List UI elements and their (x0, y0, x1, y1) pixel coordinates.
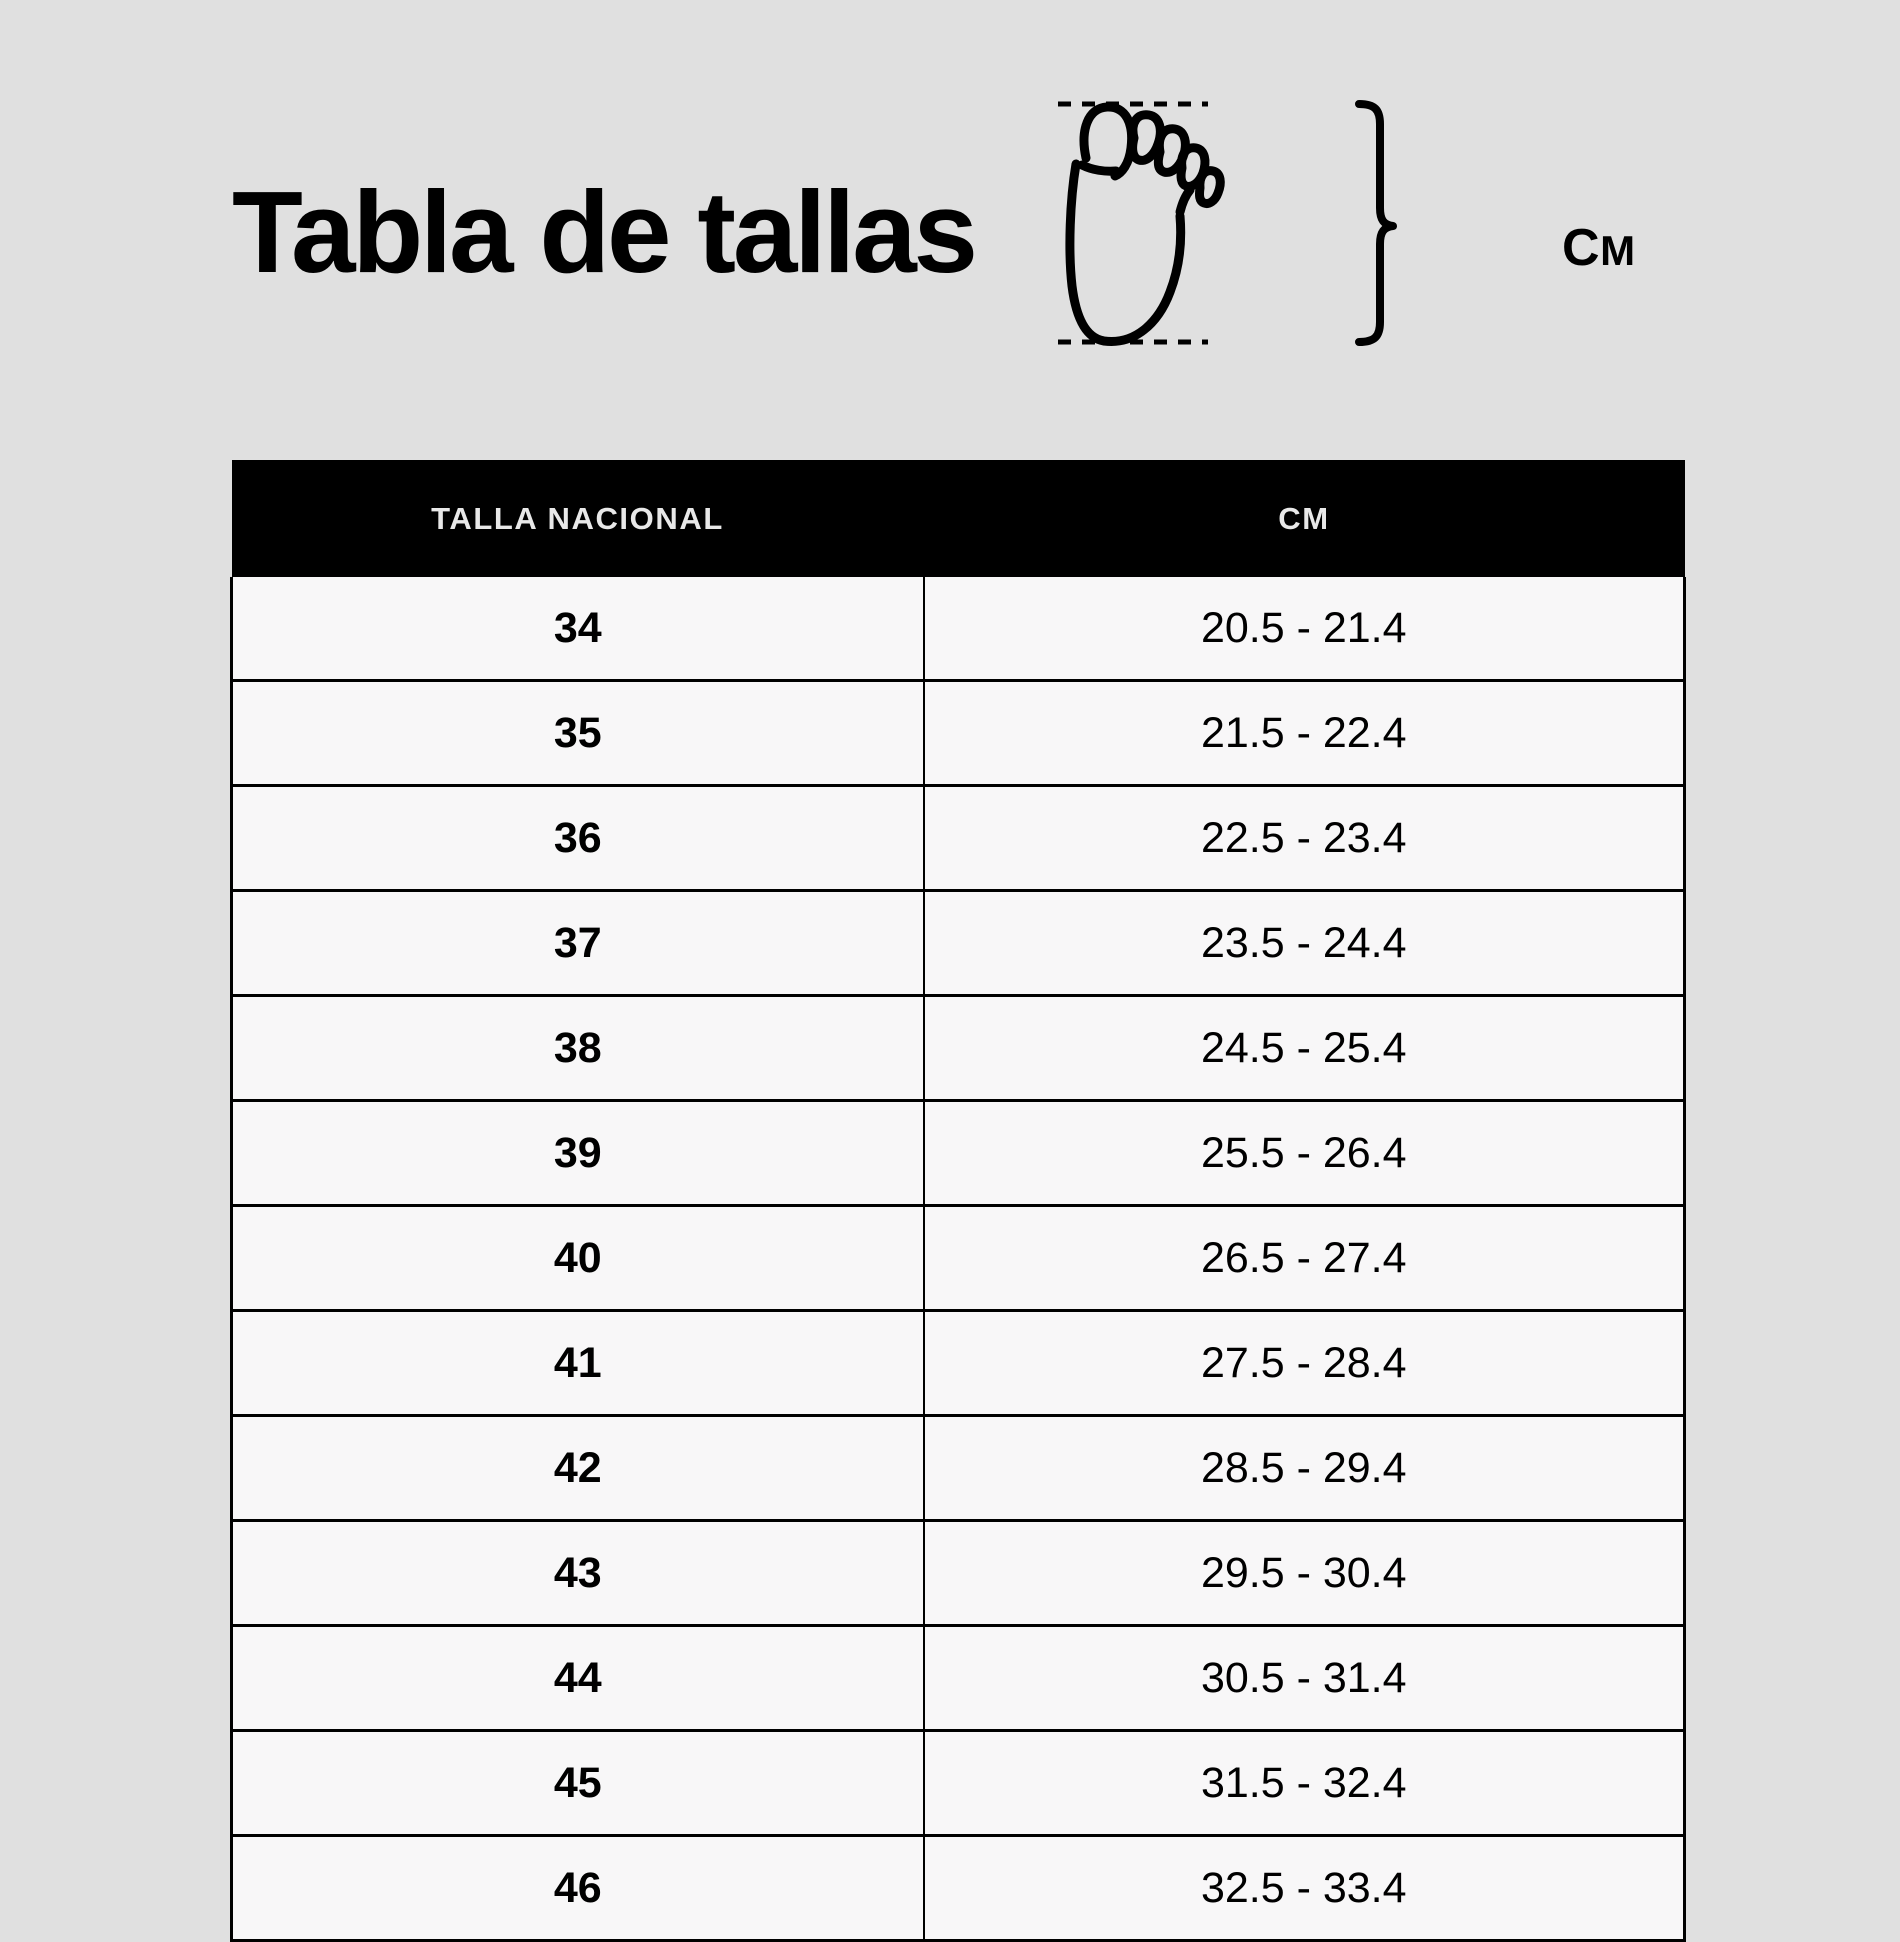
table-row: 39 25.5 - 26.4 (230, 1099, 1686, 1207)
cell-cm-range: 20.5 - 21.4 (922, 577, 1686, 682)
cell-cm-range: 32.5 - 33.4 (922, 1834, 1686, 1942)
size-chart-page: Tabla de tallas (230, 80, 1686, 1942)
cell-talla-nacional: 42 (230, 1414, 925, 1522)
cell-talla-nacional: 38 (230, 994, 925, 1102)
foot-sole-path (1065, 102, 1225, 346)
table-row: 34 20.5 - 21.4 (230, 577, 1686, 682)
cell-talla-nacional: 39 (230, 1099, 925, 1207)
cell-cm-range: 21.5 - 22.4 (922, 679, 1686, 787)
table-row: 43 29.5 - 30.4 (230, 1519, 1686, 1627)
table-header-row: TALLA NACIONAL CM (231, 460, 1685, 577)
cell-talla-nacional: 40 (230, 1204, 925, 1312)
foot-outline-icon (1058, 100, 1397, 346)
cell-talla-nacional: 36 (230, 784, 925, 892)
table-row: 42 28.5 - 29.4 (230, 1414, 1686, 1522)
cell-talla-nacional: 44 (230, 1624, 925, 1732)
table-row: 40 26.5 - 27.4 (230, 1204, 1686, 1312)
table-row: 36 22.5 - 23.4 (230, 784, 1686, 892)
cm-callout-m: M (1600, 227, 1636, 274)
cell-talla-nacional: 43 (230, 1519, 925, 1627)
column-header-talla-nacional: TALLA NACIONAL (231, 460, 924, 577)
cell-cm-range: 25.5 - 26.4 (922, 1099, 1686, 1207)
cell-talla-nacional: 41 (230, 1309, 925, 1417)
cell-cm-range: 23.5 - 24.4 (922, 889, 1686, 997)
cell-cm-range: 28.5 - 29.4 (922, 1414, 1686, 1522)
table-row: 37 23.5 - 24.4 (230, 889, 1686, 997)
cell-cm-range: 22.5 - 23.4 (922, 784, 1686, 892)
table-row: 38 24.5 - 25.4 (230, 994, 1686, 1102)
cell-cm-range: 30.5 - 31.4 (922, 1624, 1686, 1732)
cell-cm-range: 27.5 - 28.4 (922, 1309, 1686, 1417)
cell-cm-range: 26.5 - 27.4 (922, 1204, 1686, 1312)
table-row: 46 32.5 - 33.4 (230, 1834, 1686, 1942)
table-body: 34 20.5 - 21.4 35 21.5 - 22.4 36 22.5 - 23.4 3… (230, 577, 1686, 1942)
cell-talla-nacional: 37 (230, 889, 925, 997)
table-row: 41 27.5 - 28.4 (230, 1309, 1686, 1417)
table-header: TALLA NACIONAL CM (231, 460, 1685, 577)
cell-cm-range: 31.5 - 32.4 (922, 1729, 1686, 1837)
measurement-brace-icon (1355, 100, 1397, 346)
column-header-cm: CM (923, 460, 1685, 577)
cell-talla-nacional: 35 (230, 679, 925, 787)
table-row: 44 30.5 - 31.4 (230, 1624, 1686, 1732)
size-chart-table: TALLA NACIONAL CM 34 20.5 - 21.4 35 21.5 - … (230, 460, 1686, 1942)
cell-talla-nacional: 45 (230, 1729, 925, 1837)
cell-cm-range: 29.5 - 30.4 (922, 1519, 1686, 1627)
page-title: Tabla de tallas (232, 167, 978, 297)
table-row: 35 21.5 - 22.4 (230, 679, 1686, 787)
cell-talla-nacional: 46 (230, 1834, 925, 1942)
cm-callout-label: CM (1562, 222, 1636, 274)
foot-length-diagram (1030, 80, 1430, 370)
cell-cm-range: 24.5 - 25.4 (922, 994, 1686, 1102)
table-row: 45 31.5 - 32.4 (230, 1729, 1686, 1837)
cm-callout-c: C (1562, 219, 1601, 277)
cell-talla-nacional: 34 (230, 577, 925, 682)
